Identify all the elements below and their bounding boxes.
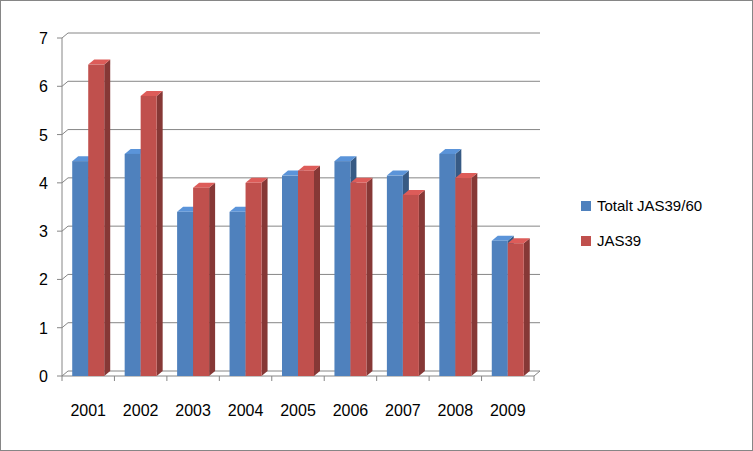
bar-front — [334, 161, 350, 376]
y-tick — [57, 327, 62, 328]
bar-side — [262, 178, 268, 376]
legend-label: JAS39 — [597, 232, 641, 249]
y-tick-label: 6 — [39, 78, 48, 95]
bar-top — [508, 238, 530, 243]
bar-front — [492, 241, 508, 376]
bar — [455, 173, 477, 376]
x-tick — [166, 376, 167, 381]
bar-top — [492, 236, 514, 241]
bar-side — [104, 60, 110, 376]
bar-top — [334, 156, 356, 161]
bar-top — [455, 173, 477, 178]
x-tick-label: 2009 — [490, 402, 526, 419]
bar-side — [471, 173, 477, 376]
bar-top — [246, 178, 268, 183]
x-tick — [429, 376, 430, 381]
x-tick-label: 2001 — [70, 402, 106, 419]
y-tick-label: 7 — [39, 30, 48, 47]
x-tick — [376, 376, 377, 381]
bar — [508, 238, 530, 376]
x-tick-label: 2003 — [175, 402, 211, 419]
y-tick — [57, 182, 62, 183]
y-tick-label: 0 — [39, 368, 48, 385]
legend-label: Totalt JAS39/60 — [597, 197, 702, 214]
bar-front — [455, 178, 471, 376]
bar-side — [157, 91, 163, 376]
x-tick — [534, 376, 535, 381]
grid-line — [62, 81, 540, 86]
bar-front — [403, 195, 419, 376]
bar-top — [141, 91, 163, 96]
x-tick-label: 2006 — [333, 402, 369, 419]
bar — [298, 166, 320, 376]
grid-line — [62, 130, 540, 135]
bar-front — [387, 176, 403, 376]
x-tick — [62, 376, 63, 381]
y-tick — [57, 134, 62, 135]
bar-top — [387, 171, 409, 176]
bar-front — [125, 154, 141, 376]
bar-front — [72, 161, 88, 376]
legend-swatch — [581, 236, 591, 246]
grid-line — [62, 33, 540, 38]
bar-side — [366, 178, 372, 376]
bar-top — [350, 178, 372, 183]
x-tick — [114, 376, 115, 381]
bar — [141, 91, 163, 376]
y-tick — [57, 376, 62, 377]
bar-front — [88, 65, 104, 376]
x-tick-label: 2007 — [385, 402, 421, 419]
x-tick — [481, 376, 482, 381]
y-tick-label: 4 — [39, 175, 48, 192]
bars — [72, 60, 530, 376]
bar-top — [298, 166, 320, 171]
chart: 0 1 2 3 4 5 6 7 2001 2002 2003 2004 2005 2006 2007 2008… — [0, 0, 753, 451]
bar-front — [439, 154, 455, 376]
bar-side — [209, 183, 215, 376]
bar-side — [314, 166, 320, 376]
bar — [403, 190, 425, 376]
legend-swatch — [581, 201, 591, 211]
x-tick-label: 2002 — [123, 402, 159, 419]
x-tick-label: 2008 — [438, 402, 474, 419]
bar — [193, 183, 215, 376]
bar-front — [246, 183, 262, 376]
bar-front — [508, 243, 524, 376]
y-tick-label: 2 — [39, 271, 48, 288]
x-tick — [219, 376, 220, 381]
y-tick — [57, 231, 62, 232]
bar-front — [298, 171, 314, 376]
y-tick-label: 5 — [39, 127, 48, 144]
x-tick-label: 2004 — [228, 402, 264, 419]
y-axis — [62, 38, 63, 376]
bar — [350, 178, 372, 376]
bar — [88, 60, 110, 376]
bar-top — [193, 183, 215, 188]
bar-side — [524, 238, 530, 376]
bar-side — [419, 190, 425, 376]
bar-front — [141, 96, 157, 376]
bar-top — [439, 149, 461, 154]
bar-front — [230, 212, 246, 376]
x-tick — [324, 376, 325, 381]
legend: Totalt JAS39/60 JAS39 — [581, 197, 702, 249]
chart-root: 0 1 2 3 4 5 6 7 2001 2002 2003 2004 2005 2006 2007 2008… — [0, 0, 753, 451]
bar-top — [403, 190, 425, 195]
y-tick — [57, 38, 62, 39]
x-tick — [271, 376, 272, 381]
bar — [246, 178, 268, 376]
bar-front — [350, 183, 366, 376]
bar-front — [177, 212, 193, 376]
y-tick-label: 1 — [39, 320, 48, 337]
y-tick-label: 3 — [39, 223, 48, 240]
y-tick — [57, 86, 62, 87]
bar-top — [88, 60, 110, 65]
chart-border — [1, 1, 753, 451]
x-tick-label: 2005 — [280, 402, 316, 419]
bar-front — [282, 176, 298, 376]
y-tick — [57, 279, 62, 280]
bar-front — [193, 188, 209, 376]
